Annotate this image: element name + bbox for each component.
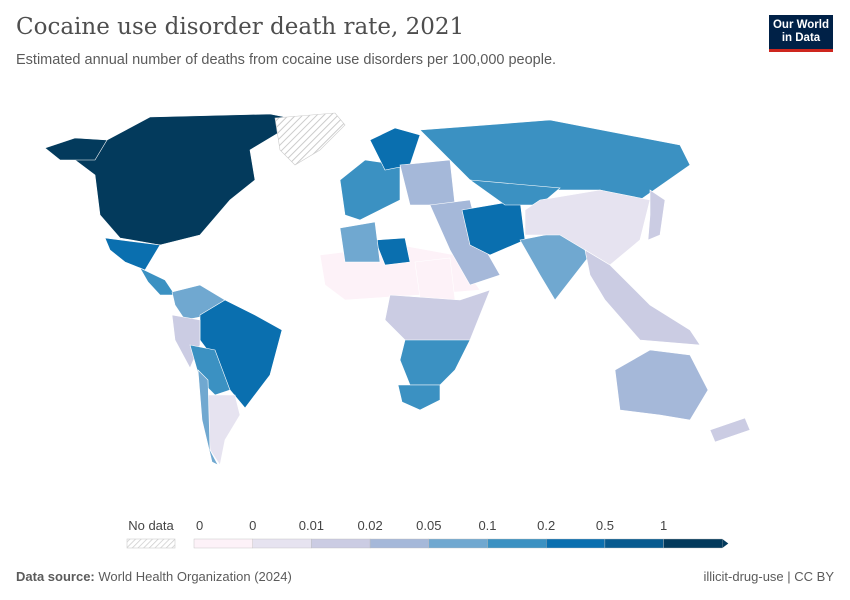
legend-bin[interactable] [252, 538, 312, 549]
legend-bin[interactable] [604, 538, 664, 549]
legend-tick-label: 0.1 [478, 518, 496, 533]
legend-tick-label: 0.2 [537, 518, 555, 533]
legend-bin[interactable] [663, 538, 723, 549]
legend-bin[interactable] [311, 538, 371, 549]
map-region-south-africa[interactable] [429, 199, 501, 286]
legend-bin[interactable] [487, 538, 547, 549]
world-map[interactable] [0, 100, 850, 500]
legend-no-data-label: No data [128, 518, 174, 533]
map-region-central-africa[interactable] [399, 339, 471, 386]
map-region-southern-africa[interactable] [397, 384, 441, 411]
map-region-scandinavia[interactable] [369, 127, 421, 171]
map-region-central-america[interactable] [139, 267, 176, 296]
map-region-greenland[interactable] [274, 112, 346, 166]
map-region-australia[interactable] [709, 417, 751, 443]
legend-no-data-swatch [126, 538, 176, 549]
legend-tick-label: 0.5 [596, 518, 614, 533]
map-region-china-mongolia[interactable] [584, 249, 701, 346]
map-region-sudan[interactable] [384, 289, 491, 346]
data-source: Data source: World Health Organization (… [16, 569, 292, 584]
map-region-eastern-europe[interactable] [399, 159, 456, 206]
map-region-japan[interactable] [614, 349, 709, 421]
page-title: Cocaine use disorder death rate, 2021 [16, 14, 465, 40]
data-source-label: Data source: [16, 569, 95, 584]
data-source-value[interactable]: World Health Organization (2024) [98, 569, 292, 584]
map-region-alaska[interactable] [44, 137, 108, 161]
map-region-west-africa[interactable] [414, 257, 456, 301]
page-subtitle: Estimated annual number of deaths from c… [16, 52, 557, 68]
legend-tick-label: 0.01 [299, 518, 324, 533]
legend-tick-label: 0 [196, 518, 203, 533]
legend-tick-label: 0.05 [416, 518, 441, 533]
legend-bin[interactable] [193, 538, 253, 549]
map-region-chile[interactable] [197, 369, 219, 466]
map-region-southeast-asia[interactable] [647, 189, 666, 241]
map-region-mexico[interactable] [104, 237, 161, 271]
legend-tick-label: 1 [660, 518, 667, 533]
map-region-algeria[interactable] [339, 221, 381, 263]
footer-slug[interactable]: illicit-drug-use | CC BY [703, 569, 834, 584]
map-region-libya[interactable] [374, 237, 411, 266]
legend-bin[interactable] [369, 538, 430, 549]
map-region-united-states-canada[interactable] [74, 113, 301, 246]
map-region-western-europe[interactable] [339, 159, 401, 221]
legend-tick-label: 0.02 [357, 518, 382, 533]
map-legend: No data 0 0 0.01 0.02 0.05 0.1 0.2 0.5 1 [126, 518, 729, 549]
legend-arrow [722, 539, 729, 548]
legend-tick-label: 0 [249, 518, 256, 533]
owid-logo[interactable]: Our World in Data [769, 15, 833, 52]
legend-bin[interactable] [546, 538, 606, 549]
legend-bin[interactable] [428, 538, 488, 549]
